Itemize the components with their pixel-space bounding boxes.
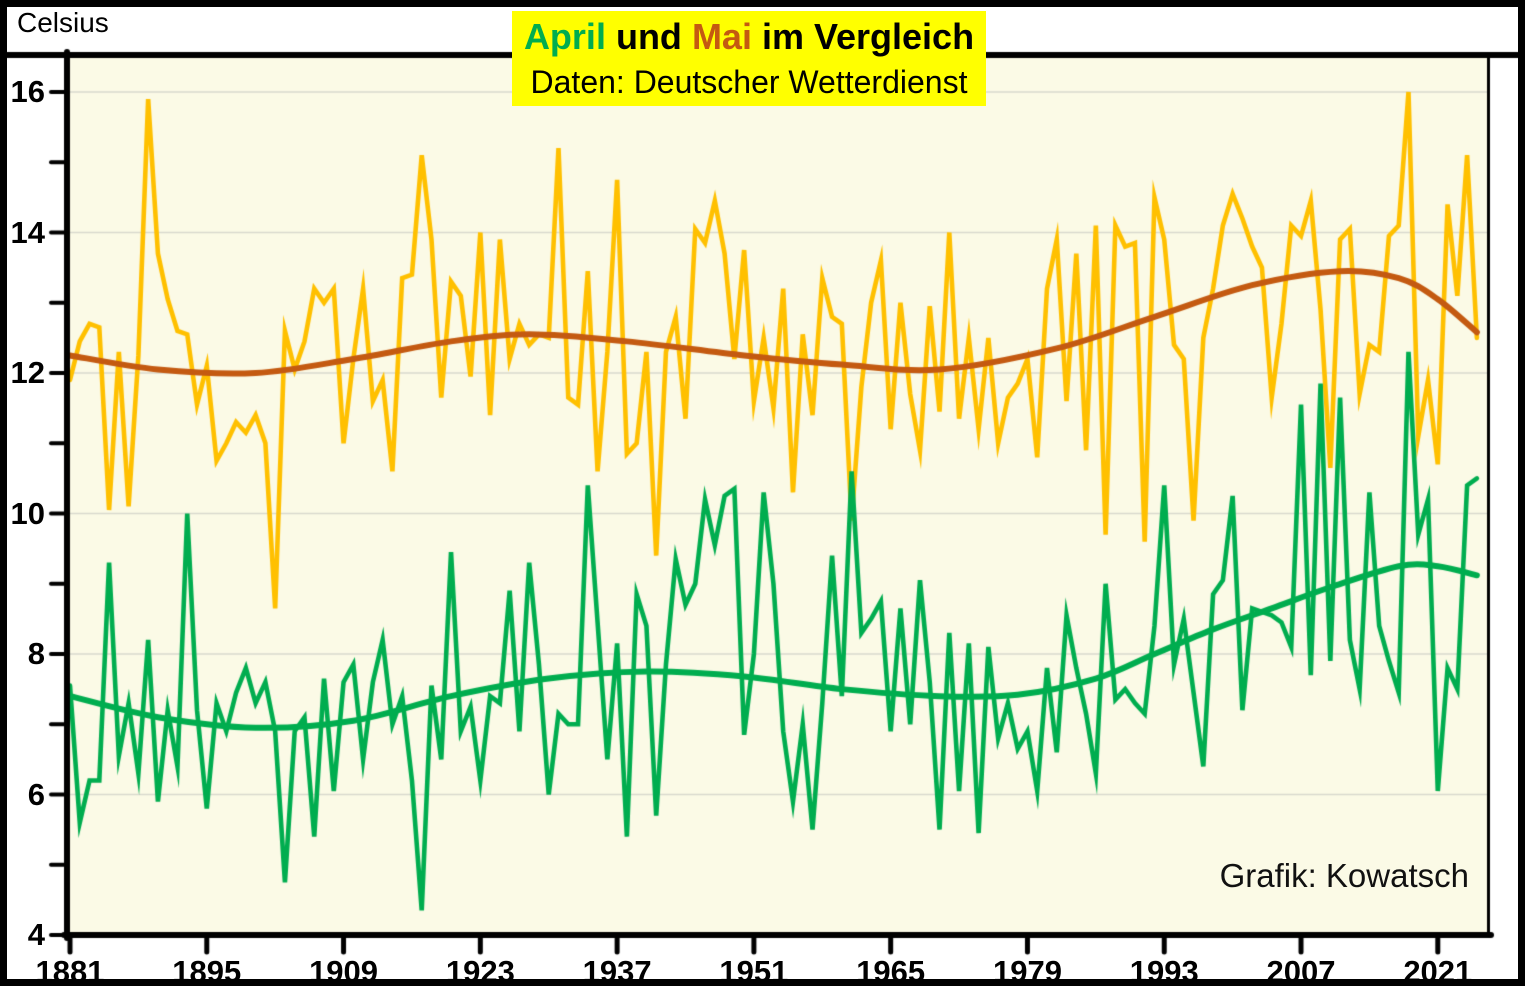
y-axis-tick-label: 14 — [10, 214, 45, 250]
x-axis-tick-label: 2021 — [1403, 954, 1473, 986]
title-word-rest: im Vergleich — [751, 16, 975, 57]
x-axis-tick-label: 2007 — [1266, 954, 1336, 986]
x-axis-tick-label: 1951 — [719, 954, 789, 986]
title-word-april: April — [523, 16, 606, 57]
title-word-mai: Mai — [691, 16, 752, 57]
credit-label: Grafik: Kowatsch — [1219, 857, 1469, 894]
x-axis-tick-label: 1937 — [582, 954, 652, 986]
x-axis-tick-label: 1909 — [309, 954, 379, 986]
chart-title: April und Mai im Vergleich — [524, 13, 974, 61]
y-axis-tick-label: 4 — [27, 917, 45, 952]
x-axis-tick-label: 1979 — [992, 954, 1062, 986]
y-axis-tick-label: 16 — [10, 74, 45, 109]
y-axis-tick-label: 8 — [27, 636, 45, 671]
y-axis-tick-label: 10 — [10, 495, 45, 531]
x-axis-tick-label: 1895 — [172, 954, 242, 986]
y-axis-title: Celsius — [17, 7, 109, 38]
chart-title-box: April und Mai im Vergleich Daten: Deutsc… — [511, 11, 987, 106]
temperature-line-chart — [7, 7, 1518, 979]
y-axis-tick-label: 12 — [10, 355, 45, 390]
x-axis-tick-label: 1881 — [35, 954, 105, 986]
x-axis-tick-label: 1993 — [1129, 954, 1199, 986]
title-word-und: und — [605, 16, 692, 57]
chart-subtitle: Daten: Deutscher Wetterdienst — [530, 63, 968, 100]
x-axis-tick-label: 1923 — [445, 954, 515, 986]
y-axis-tick-label: 6 — [27, 776, 45, 812]
x-axis-tick-label: 1965 — [856, 954, 926, 986]
